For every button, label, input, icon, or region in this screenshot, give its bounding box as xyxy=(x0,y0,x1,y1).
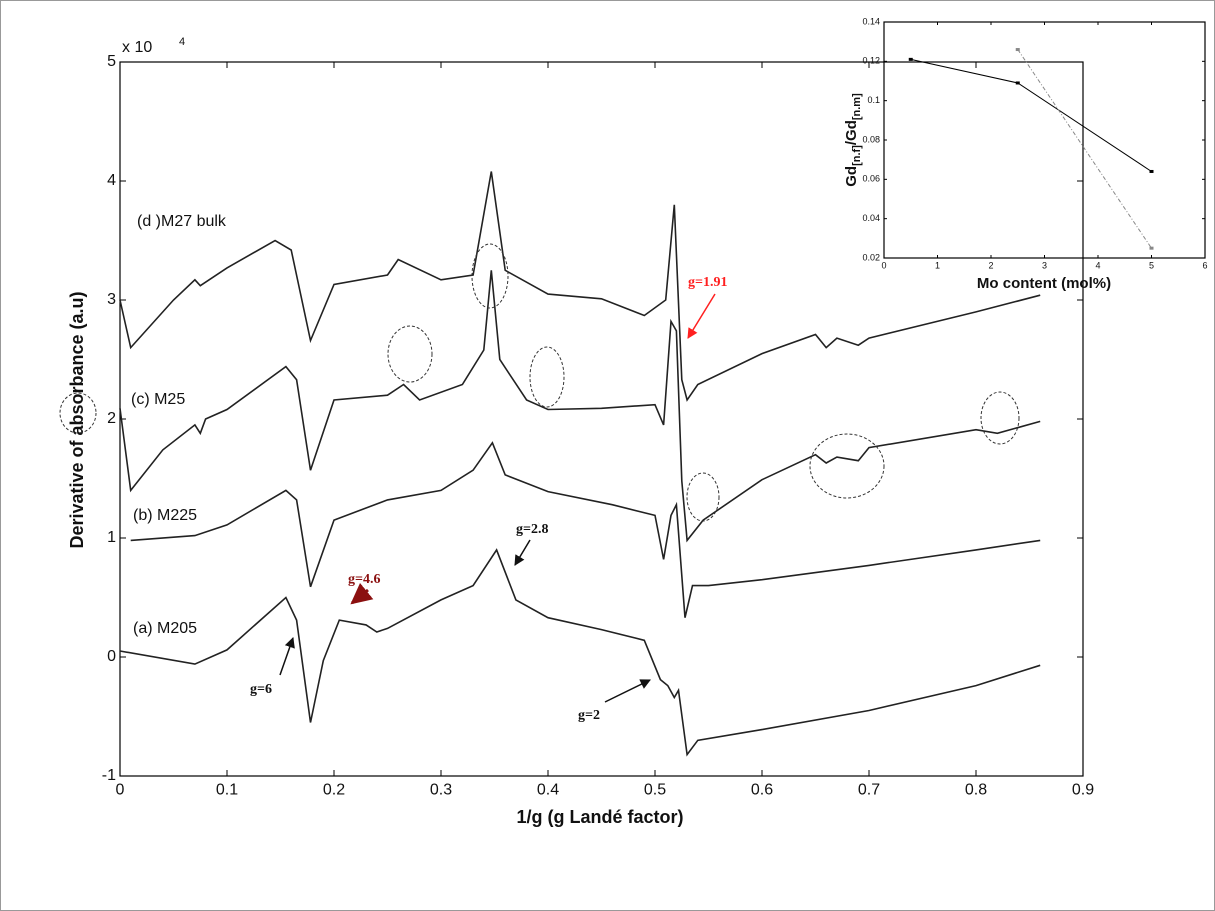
y-tick-label: 2 xyxy=(107,410,116,427)
x-tick-label: 0.8 xyxy=(965,782,987,799)
annotation: g=2 xyxy=(578,708,600,723)
series-line xyxy=(119,270,1041,543)
series-label: (d )M27 bulk xyxy=(137,213,227,230)
series-line xyxy=(119,548,1041,757)
x-tick-label: 0.5 xyxy=(644,782,666,799)
x-axis-label: Mo content (mol%) xyxy=(977,275,1111,292)
point xyxy=(1149,246,1154,250)
annotation-arrow xyxy=(350,582,374,605)
annotation: g=2.8 xyxy=(516,522,548,537)
annotation-arrow xyxy=(604,679,651,703)
y-tick-label: -1 xyxy=(102,767,116,784)
y-axis-label-part: [n.f] xyxy=(851,145,863,166)
highlight-circle xyxy=(59,392,97,434)
series-line xyxy=(1017,49,1152,249)
series-label: (b) M225 xyxy=(133,507,197,524)
y-tick-label: 0 xyxy=(107,648,116,665)
point xyxy=(908,57,913,61)
point xyxy=(1015,81,1020,85)
highlight-circle xyxy=(387,325,433,383)
series-label: (c) M25 xyxy=(131,391,185,408)
y-tick-label: 0.06 xyxy=(862,174,880,184)
y-axis-label-part: [n.m] xyxy=(851,93,863,120)
multiplier: x 10 xyxy=(122,39,152,56)
y-axis-label-part: /Gd xyxy=(843,120,860,145)
x-tick-label: 0.3 xyxy=(430,782,452,799)
y-axis-label: Gd[n.f]/Gd[n.m] xyxy=(843,93,863,187)
x-tick-label: 3 xyxy=(1042,260,1047,270)
multiplier-exp: 4 xyxy=(179,36,185,48)
x-tick-label: 2 xyxy=(988,260,993,270)
y-axis-label: Derivative of absorbance (a.u) xyxy=(67,291,87,548)
x-tick-label: 0.9 xyxy=(1072,782,1094,799)
x-tick-label: 0 xyxy=(881,260,886,270)
annotation: g=6 xyxy=(250,682,272,697)
x-tick-label: 0.6 xyxy=(751,782,773,799)
y-tick-label: 0.1 xyxy=(867,95,880,105)
highlight-circle xyxy=(529,346,565,408)
x-tick-label: 1 xyxy=(935,260,940,270)
series-line xyxy=(130,441,1041,618)
annotation-arrow xyxy=(514,539,531,566)
y-tick-label: 0.14 xyxy=(862,16,880,26)
x-tick-label: 0.2 xyxy=(323,782,345,799)
y-tick-label: 0.08 xyxy=(862,134,880,144)
y-tick-label: 1 xyxy=(107,529,116,546)
series-label: (a) M205 xyxy=(133,620,197,637)
annotation-arrow xyxy=(687,293,716,339)
highlight-circle xyxy=(686,472,720,522)
x-tick-label: 4 xyxy=(1095,260,1100,270)
x-tick-label: 0.1 xyxy=(216,782,238,799)
x-tick-label: 0.4 xyxy=(537,782,559,799)
y-tick-label: 4 xyxy=(107,172,116,189)
highlight-circle xyxy=(980,391,1020,445)
annotation: g=4.6 xyxy=(348,572,380,587)
annotation-arrow xyxy=(279,637,295,676)
y-tick-label: 3 xyxy=(107,291,116,308)
y-tick-label: 0.04 xyxy=(862,213,880,223)
x-axis-label: 1/g (g Landé factor) xyxy=(516,807,683,827)
x-tick-label: 6 xyxy=(1202,260,1207,270)
x-tick-label: 0 xyxy=(116,782,125,799)
y-tick-label: 0.12 xyxy=(862,56,880,66)
y-tick-label: 0.02 xyxy=(862,252,880,262)
y-tick-label: 5 xyxy=(107,53,116,70)
point xyxy=(1149,169,1154,173)
series-line xyxy=(119,171,1041,402)
x-tick-label: 0.7 xyxy=(858,782,880,799)
y-axis-label-part: Gd xyxy=(843,166,860,187)
x-tick-label: 5 xyxy=(1149,260,1154,270)
highlight-circle xyxy=(471,243,509,309)
annotation: g=1.91 xyxy=(688,275,727,290)
highlight-circle xyxy=(809,433,885,499)
point xyxy=(1015,48,1020,52)
